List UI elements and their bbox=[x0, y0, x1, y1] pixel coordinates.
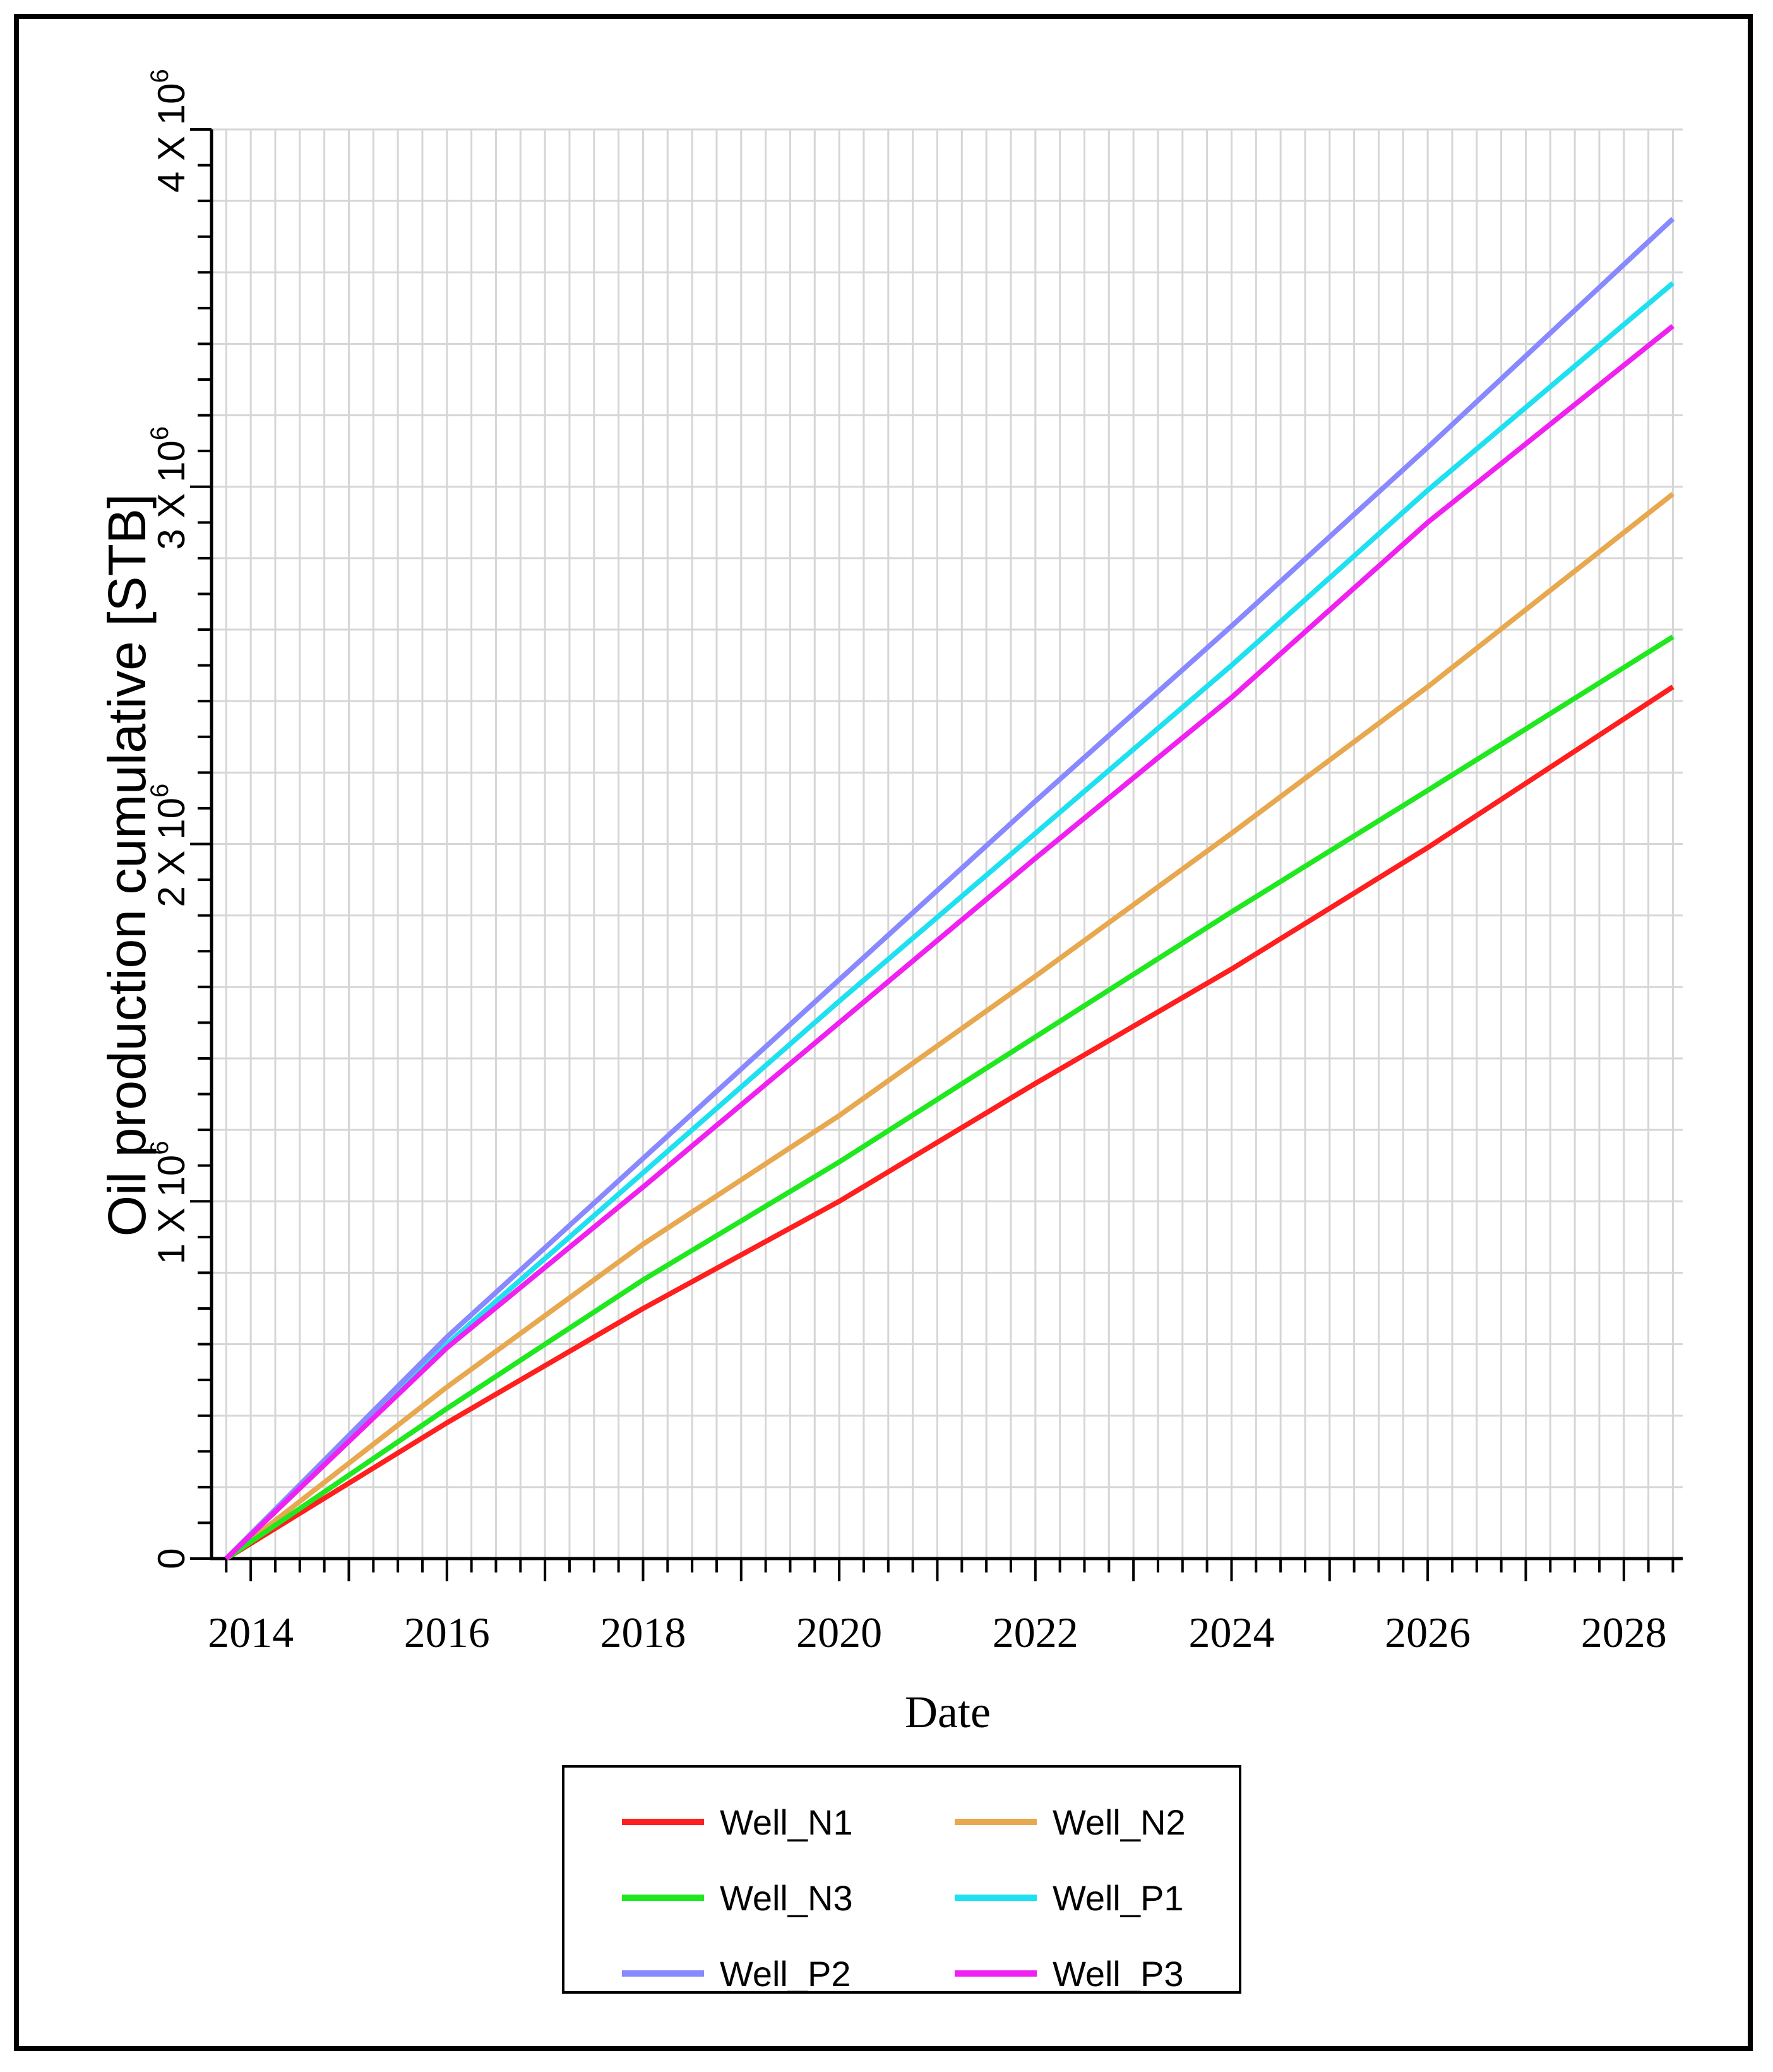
x-tick-label: 2020 bbox=[796, 1608, 882, 1656]
x-tick-label: 2014 bbox=[208, 1608, 294, 1656]
series-line-well-p3 bbox=[224, 324, 1675, 1560]
figure-frame: 2014 2016 2018 2020 2022 2024 2026 2028 0 1 X 106… bbox=[14, 14, 1753, 2051]
series-line-well-n3 bbox=[225, 635, 1674, 1561]
series-lines bbox=[224, 217, 1675, 1561]
y-tick-label: 3 X 106 bbox=[146, 426, 193, 550]
legend-label-well-p2: Well_P2 bbox=[720, 1954, 851, 1994]
y-tick-label: 2 X 106 bbox=[146, 784, 193, 907]
x-axis-label: Date bbox=[905, 1687, 991, 1737]
x-tick-label: 2018 bbox=[600, 1608, 686, 1656]
legend-label-well-p1: Well_P1 bbox=[1053, 1878, 1184, 1918]
y-axis-label: Oil production cumulative [STB] bbox=[97, 494, 157, 1237]
y-tick-exponent: 6 bbox=[146, 784, 174, 798]
y-tick-label: 1 X 106 bbox=[146, 1141, 193, 1265]
legend-box bbox=[562, 1765, 1241, 1994]
x-tick-label: 2028 bbox=[1581, 1608, 1667, 1656]
y-tick-exponent: 6 bbox=[146, 426, 174, 440]
series-line-well-p1 bbox=[224, 281, 1675, 1560]
y-tick-label: 4 X 106 bbox=[146, 69, 193, 193]
chart: 2014 2016 2018 2020 2022 2024 2026 2028 0 1 X 106… bbox=[97, 69, 1683, 1994]
y-tick-exponent: 6 bbox=[146, 1141, 174, 1155]
x-tick-label: 2024 bbox=[1188, 1608, 1274, 1656]
x-tick-label: 2022 bbox=[993, 1608, 1078, 1656]
series-line-well-n2 bbox=[224, 491, 1674, 1561]
y-tick-exponent: 6 bbox=[146, 69, 174, 83]
legend-label-well-n3: Well_N3 bbox=[720, 1878, 853, 1918]
legend: Well_N1 Well_N2 Well_N3 Well_P1 Well_P2 Well_… bbox=[562, 1765, 1241, 1994]
x-tick-label: 2026 bbox=[1385, 1608, 1471, 1656]
legend-label-well-p3: Well_P3 bbox=[1053, 1954, 1184, 1994]
x-tick-label: 2016 bbox=[404, 1608, 490, 1656]
ticks: 2014 2016 2018 2020 2022 2024 2026 2028 0 1 X 106… bbox=[146, 69, 1674, 1656]
y-tick-label: 0 bbox=[150, 1548, 193, 1569]
legend-label-well-n2: Well_N2 bbox=[1053, 1802, 1186, 1842]
grid bbox=[212, 128, 1683, 1560]
series-line-well-p2 bbox=[224, 217, 1675, 1560]
legend-label-well-n1: Well_N1 bbox=[720, 1802, 853, 1842]
series-line-well-n1 bbox=[225, 685, 1674, 1561]
